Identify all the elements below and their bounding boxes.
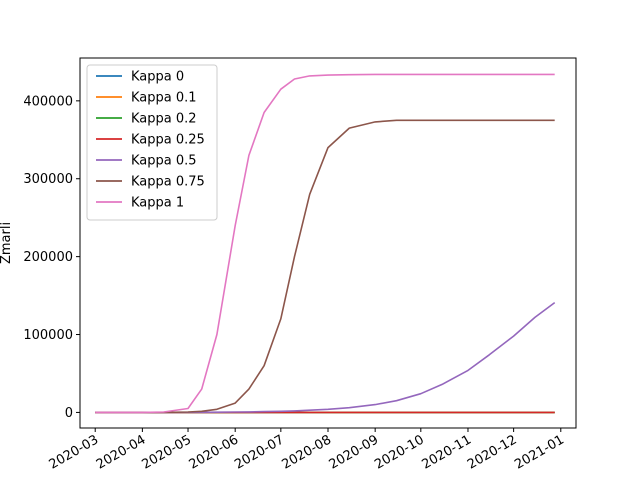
legend-label: Kappa 0.75 [131, 175, 205, 190]
plot-frame [79, 57, 577, 429]
legend-label: Kappa 0.1 [131, 91, 197, 106]
y-tick-label: 300000 [23, 172, 73, 187]
legend-label: Kappa 0.2 [131, 112, 197, 127]
x-tick-label: 2020-12 [465, 432, 520, 472]
legend: Kappa 0 Kappa 0.1 Kappa 0.2 Kappa 0.25 Kappa… [86, 64, 218, 221]
x-tick-label: 2021-01 [512, 432, 567, 472]
x-tick-label: 2020-11 [419, 432, 474, 472]
series-layer [95, 73, 556, 414]
y-tick-label: 200000 [23, 250, 73, 265]
legend-label: Kappa 0.25 [131, 133, 205, 148]
x-tick-label: 2020-03 [47, 432, 102, 472]
x-tick-label: 2020-08 [279, 432, 334, 472]
x-tick-label: 2020-04 [94, 432, 149, 472]
y-axis: 0 100000 200000 300000 400000 [23, 94, 80, 421]
legend-label: Kappa 0.5 [131, 154, 197, 169]
x-tick-label: 2020-09 [327, 432, 382, 472]
series-line-6 [95, 73, 555, 414]
x-tick-label: 2020-06 [187, 432, 242, 472]
legend-label: Kappa 1 [131, 196, 184, 211]
x-axis: 2020-032020-042020-052020-062020-072020-… [47, 428, 567, 473]
y-tick-label: 100000 [23, 328, 73, 343]
x-tick-label: 2020-07 [232, 432, 287, 472]
y-tick-label: 0 [65, 406, 73, 421]
y-tick-label: 400000 [23, 94, 73, 109]
y-axis-label: Zmarli [0, 222, 14, 264]
legend-label: Kappa 0 [131, 70, 184, 85]
x-tick-label: 2020-10 [372, 432, 427, 472]
series-line-5 [95, 119, 555, 414]
x-tick-label: 2020-05 [139, 432, 194, 472]
